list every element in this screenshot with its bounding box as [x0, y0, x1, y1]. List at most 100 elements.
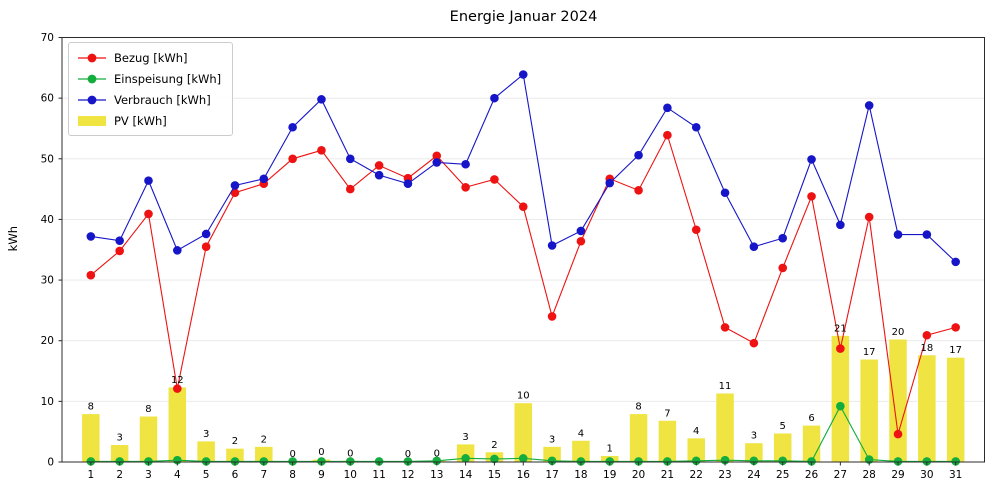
bar-value-label: 0: [434, 448, 440, 459]
bezug-point: [201, 242, 211, 252]
x-tick-label: 17: [545, 469, 558, 481]
einspeisung-point: [201, 457, 211, 466]
bar-value-label: 3: [549, 434, 555, 445]
einspeisung-point: [259, 457, 269, 466]
verbrauch-point: [374, 170, 384, 180]
legend-item-pv: PV [kWh]: [77, 112, 221, 129]
einspeisung-point: [547, 456, 557, 466]
bar-value-label: 8: [145, 404, 151, 415]
verbrauch-point: [547, 241, 557, 250]
x-tick-label: 13: [430, 469, 443, 481]
y-tick-label: 20: [41, 335, 54, 347]
bar-value-label: 4: [578, 428, 584, 439]
verbrauch-point: [201, 229, 211, 239]
x-tick-label: 12: [401, 469, 414, 481]
bezug-point: [634, 186, 643, 195]
y-tick-label: 10: [41, 396, 54, 408]
einspeisung-point: [807, 457, 816, 466]
x-tick-label: 31: [949, 469, 962, 481]
x-tick-label: 22: [690, 469, 703, 481]
verbrauch-point: [345, 154, 355, 164]
y-tick-label: 70: [41, 32, 54, 44]
pv-bar: [802, 425, 821, 462]
x-tick-label: 25: [776, 469, 789, 481]
bar-value-label: 12: [171, 375, 184, 386]
legend-item-verbrauch: PV [kWh] Verbrauch [kWh]: [77, 91, 221, 108]
x-tick-label: 14: [459, 469, 473, 481]
pv-bar: [226, 448, 244, 462]
verbrauch-point: [836, 220, 845, 230]
verbrauch-point: [288, 122, 297, 132]
bezug-point: [432, 151, 442, 161]
bezug-point: [922, 330, 932, 340]
x-tick-label: 24: [747, 469, 761, 481]
bar-value-label: 21: [834, 323, 847, 334]
x-tick-label: 30: [920, 469, 933, 481]
pv-bar: [82, 414, 100, 462]
x-tick-label: 1: [87, 469, 94, 481]
y-tick-label: 40: [41, 214, 54, 226]
pv-bar: [255, 446, 273, 462]
bar-value-label: 3: [462, 432, 468, 443]
bar-value-label: 0: [289, 449, 295, 460]
verbrauch-point: [691, 122, 701, 132]
einspeisung-point: [691, 456, 701, 466]
bar-value-label: 7: [664, 408, 670, 419]
legend-label: Verbrauch [kWh]: [114, 92, 211, 107]
einspeisung-point: [317, 457, 326, 466]
pv-bar: [543, 446, 561, 462]
pv-bar: [139, 416, 158, 462]
pv-bar: [110, 445, 129, 462]
einspeisung-point: [836, 401, 845, 411]
legend-label: Bezug [kWh]: [114, 50, 188, 65]
pv-bar: [197, 441, 215, 462]
x-tick-label: 16: [517, 469, 531, 481]
x-tick-label: 9: [318, 469, 325, 481]
pv-bar: [860, 359, 878, 462]
bar-value-label: 8: [635, 402, 641, 413]
verbrauch-point: [518, 70, 528, 79]
bezug-point: [374, 161, 384, 170]
einspeisung-point: [663, 457, 672, 466]
x-tick-label: 3: [145, 469, 152, 481]
y-tick-label: 30: [41, 275, 54, 287]
bar-value-label: 18: [920, 343, 933, 354]
einspeisung-point: [778, 456, 788, 466]
bar-value-label: 8: [88, 402, 94, 413]
x-tick-label: 4: [174, 469, 181, 481]
bar-value-label: 0: [405, 449, 411, 460]
bezug-point: [288, 154, 297, 164]
pv-bar: [629, 414, 648, 462]
x-tick-label: 26: [805, 469, 819, 481]
verbrauch-point: [259, 174, 269, 184]
x-tick-label: 8: [289, 469, 296, 481]
x-tick-label: 5: [203, 469, 210, 481]
bezug-point: [691, 225, 701, 235]
bezug-point: [317, 145, 326, 155]
einspeisung-point: [288, 457, 297, 466]
bar-value-label: 1: [607, 443, 613, 454]
bar-value-label: 3: [751, 431, 757, 442]
bezug-point: [807, 192, 816, 201]
pv-bar: [572, 440, 590, 462]
verbrauch-point: [461, 159, 470, 169]
verbrauch-point: [490, 93, 499, 103]
bezug-point: [461, 182, 470, 192]
verbrauch-point: [230, 181, 240, 190]
verbrauch-point: [864, 101, 874, 110]
pv-bar: [716, 393, 734, 462]
verbrauch-point: [173, 246, 182, 255]
verbrauch-point: [432, 158, 442, 167]
line-marker-icon: [78, 74, 106, 83]
einspeisung-point: [951, 457, 960, 466]
legend-item-einspeisung: Einspeisung [kWh]: [77, 70, 221, 87]
pv-bar: [745, 443, 763, 462]
x-tick-label: 19: [603, 469, 616, 481]
bar-value-label: 2: [261, 434, 267, 445]
bezug-point: [490, 175, 499, 184]
y-tick-label: 50: [41, 153, 54, 165]
verbrauch-point: [86, 232, 96, 241]
bar-value-label: 17: [949, 345, 962, 356]
